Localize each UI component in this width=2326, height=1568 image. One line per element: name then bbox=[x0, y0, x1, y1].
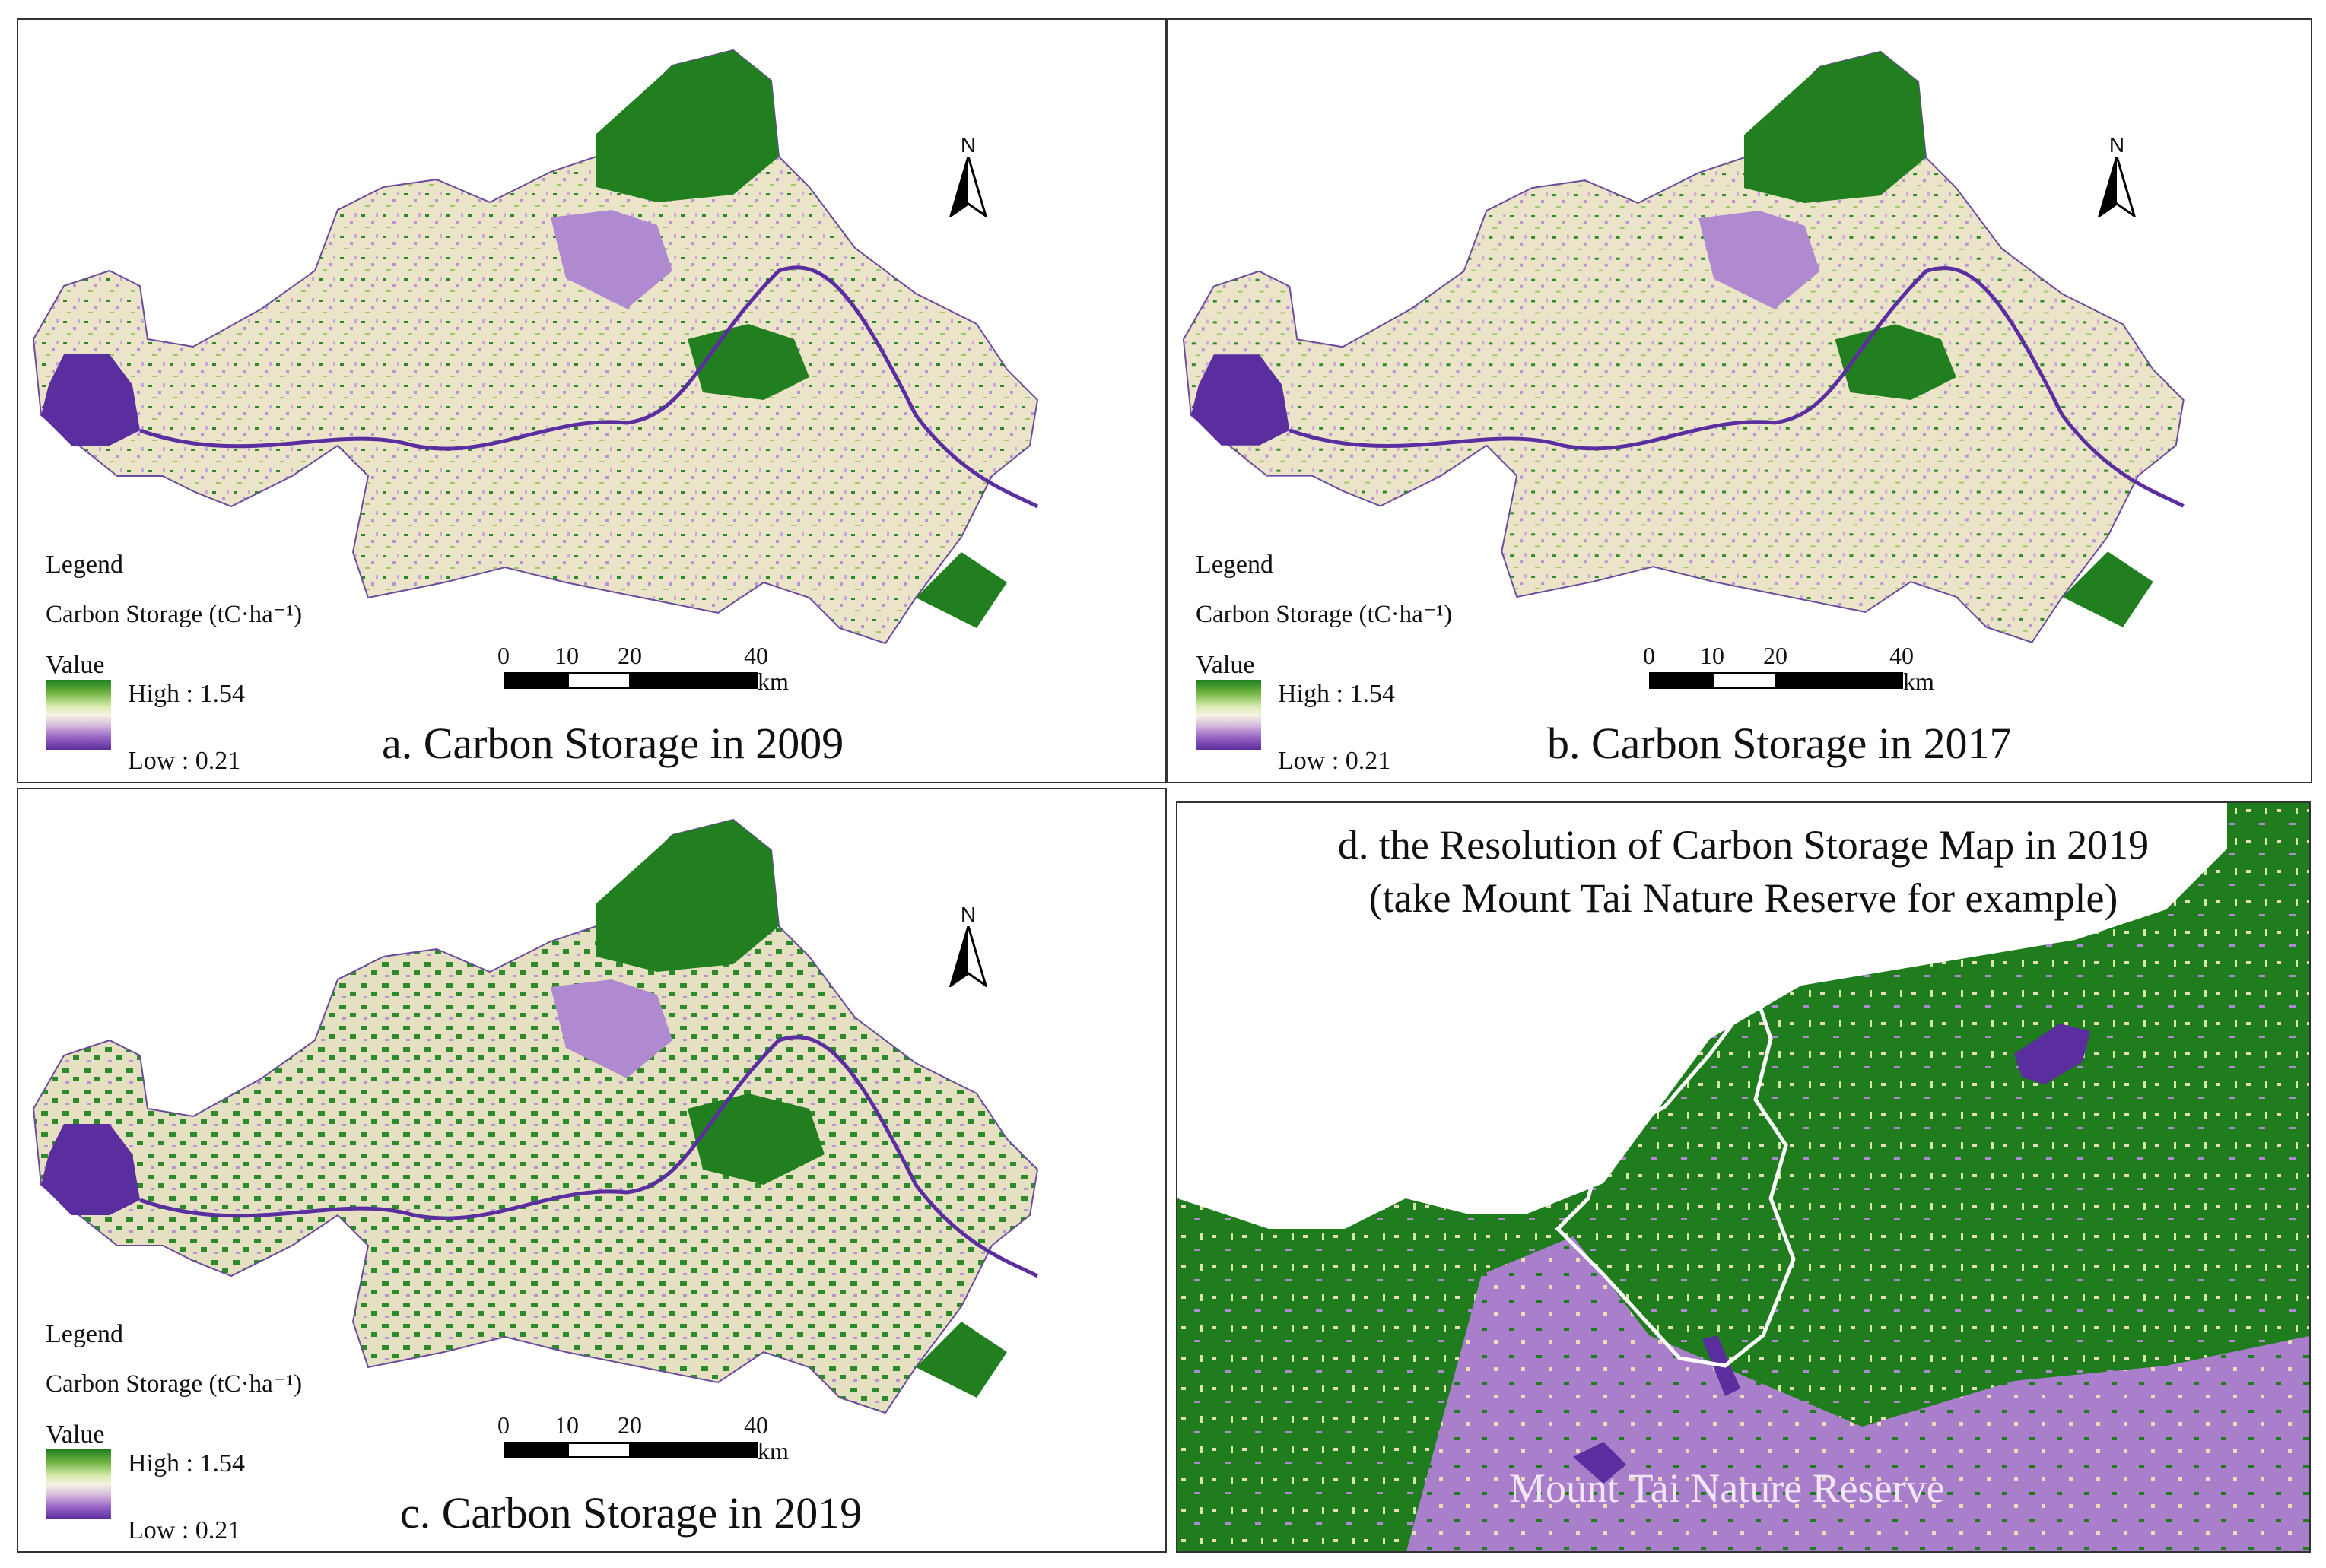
north-arrow-icon bbox=[2097, 152, 2137, 219]
north-letter: N bbox=[960, 133, 977, 157]
scale-tick: 20 bbox=[618, 642, 642, 669]
scale-bar: 0 10 20 40 km bbox=[496, 1411, 800, 1472]
north-letter: N bbox=[960, 903, 977, 926]
legend-low: Low : 0.21 bbox=[128, 1516, 241, 1544]
scale-tick: 10 bbox=[1700, 642, 1724, 669]
scale-tick: 0 bbox=[1643, 642, 1655, 669]
legend-color-ramp bbox=[46, 680, 111, 750]
legend-value-label: Value bbox=[1196, 651, 1255, 679]
legend-high: High : 1.54 bbox=[1278, 680, 1395, 708]
scale-tick: 40 bbox=[1889, 642, 1914, 669]
north-letter: N bbox=[2108, 133, 2125, 157]
scale-bar: 0 10 20 40 km bbox=[1641, 642, 1946, 703]
scale-tick: 20 bbox=[1763, 642, 1787, 669]
scale-tick: 10 bbox=[554, 1411, 579, 1439]
scale-unit: km bbox=[758, 668, 789, 695]
map-panel-a: N Legend Carbon Storage (tC·ha⁻¹) Value … bbox=[17, 18, 1167, 783]
panel-caption: c. Carbon Storage in 2019 bbox=[400, 1488, 863, 1538]
mount-tai-resolution-map bbox=[1177, 803, 2309, 1551]
legend-subtitle: Carbon Storage (tC·ha⁻¹) bbox=[1196, 601, 1453, 628]
panel-caption: a. Carbon Storage in 2009 bbox=[382, 719, 844, 768]
scale-tick: 0 bbox=[497, 642, 510, 669]
map-panel-b: N Legend Carbon Storage (tC·ha⁻¹) Value … bbox=[1167, 18, 2312, 783]
legend-subtitle: Carbon Storage (tC·ha⁻¹) bbox=[46, 601, 303, 628]
north-arrow: N bbox=[942, 134, 995, 221]
scale-tick: 40 bbox=[744, 642, 768, 669]
north-arrow-icon bbox=[949, 152, 988, 219]
legend-value-label: Value bbox=[46, 1420, 105, 1449]
legend-high: High : 1.54 bbox=[128, 680, 245, 708]
scale-tick: 0 bbox=[497, 1411, 510, 1439]
map-panel-c: N Legend Carbon Storage (tC·ha⁻¹) Value … bbox=[17, 788, 1167, 1553]
map-panel-d: d. the Resolution of Carbon Storage Map … bbox=[1176, 801, 2311, 1553]
legend-title: Legend bbox=[46, 551, 123, 579]
reserve-label: Mount Tai Nature Reserve bbox=[1509, 1465, 1945, 1511]
scale-unit: km bbox=[758, 1437, 789, 1465]
legend-value-label: Value bbox=[46, 651, 105, 679]
legend-color-ramp bbox=[1196, 680, 1261, 750]
legend-low: Low : 0.21 bbox=[1278, 747, 1391, 775]
legend-subtitle: Carbon Storage (tC·ha⁻¹) bbox=[46, 1370, 303, 1398]
panel-d-title-line1: d. the Resolution of Carbon Storage Map … bbox=[1337, 822, 2150, 868]
scale-tick: 10 bbox=[554, 642, 579, 669]
legend-title: Legend bbox=[1196, 551, 1273, 579]
north-arrow: N bbox=[942, 903, 995, 991]
legend-title: Legend bbox=[46, 1320, 123, 1348]
panel-d-title-line2: (take Mount Tai Nature Reserve for examp… bbox=[1368, 875, 2118, 921]
north-arrow-icon bbox=[949, 922, 988, 989]
north-arrow: N bbox=[2090, 134, 2143, 221]
panel-caption: b. Carbon Storage in 2017 bbox=[1547, 719, 2012, 768]
scale-bar: 0 10 20 40 km bbox=[496, 642, 800, 703]
legend-color-ramp bbox=[46, 1449, 111, 1519]
legend-low: Low : 0.21 bbox=[128, 747, 241, 775]
scale-tick: 40 bbox=[744, 1411, 768, 1439]
legend-high: High : 1.54 bbox=[128, 1449, 245, 1478]
scale-unit: km bbox=[1903, 668, 1934, 695]
scale-tick: 20 bbox=[618, 1411, 642, 1439]
